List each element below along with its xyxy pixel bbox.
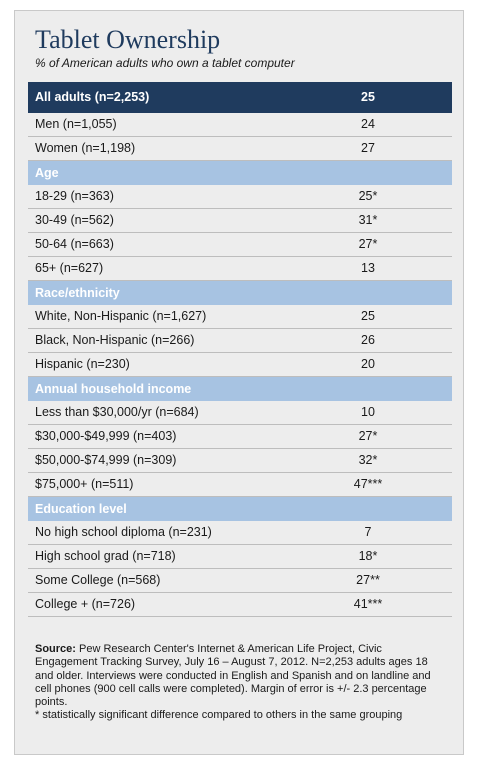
row-value: 13	[361, 261, 375, 275]
table-row: Men (n=1,055) 24	[28, 113, 452, 137]
row-value: 24	[361, 117, 375, 131]
section-header-label: Education level	[35, 502, 127, 516]
row-value: 31*	[358, 213, 378, 227]
row-label: All adults (n=2,253)	[35, 90, 150, 104]
row-value: 27**	[356, 573, 380, 587]
table-row: Black, Non-Hispanic (n=266) 26	[28, 329, 452, 353]
table-row: $30,000-$49,999 (n=403) 27*	[28, 425, 452, 449]
section-header-label: Annual household income	[35, 382, 192, 396]
source-label: Source:	[35, 643, 76, 655]
chart-title: Tablet Ownership	[35, 25, 221, 54]
row-value: 25*	[358, 189, 378, 203]
row-label: Women (n=1,198)	[35, 141, 136, 155]
row-value: 7	[364, 525, 372, 539]
row-label: Some College (n=568)	[35, 573, 161, 587]
row-value: 27	[361, 141, 375, 155]
table-row: Hispanic (n=230) 20	[28, 353, 452, 377]
row-value: 25	[361, 309, 375, 323]
row-label: 18-29 (n=363)	[35, 189, 114, 203]
row-label: Less than $30,000/yr (n=684)	[35, 405, 199, 419]
table-row: High school grad (n=718) 18*	[28, 545, 452, 569]
footnote: * statistically significant difference c…	[35, 709, 403, 722]
table-row: $50,000-$74,999 (n=309) 32*	[28, 449, 452, 473]
row-label: White, Non-Hispanic (n=1,627)	[35, 309, 207, 323]
section-header-row: Annual household income	[28, 377, 452, 401]
row-label: Black, Non-Hispanic (n=266)	[35, 333, 195, 347]
total-row: All adults (n=2,253) 25	[28, 82, 452, 113]
section-header-row: Education level	[28, 497, 452, 521]
row-value: 47***	[353, 477, 383, 491]
section-header-row: Age	[28, 161, 452, 185]
section-header-row: Race/ethnicity	[28, 281, 452, 305]
row-label: High school grad (n=718)	[35, 549, 176, 563]
row-label: 50-64 (n=663)	[35, 237, 114, 251]
row-value: 32*	[358, 453, 378, 467]
section-header-label: Age	[35, 166, 59, 180]
row-value: 41***	[353, 597, 383, 611]
table-row: 30-49 (n=562) 31*	[28, 209, 452, 233]
row-label: 65+ (n=627)	[35, 261, 104, 275]
table-row: Less than $30,000/yr (n=684) 10	[28, 401, 452, 425]
row-value: 27*	[358, 237, 378, 251]
row-value: 18*	[358, 549, 378, 563]
section-header-label: Race/ethnicity	[35, 286, 120, 300]
chart-card: Tablet Ownership % of American adults wh…	[14, 10, 464, 755]
row-label: $75,000+ (n=511)	[35, 477, 134, 491]
row-label: No high school diploma (n=231)	[35, 525, 212, 539]
chart-subtitle: % of American adults who own a tablet co…	[35, 56, 295, 70]
table-row: 50-64 (n=663) 27*	[28, 233, 452, 257]
ownership-table: All adults (n=2,253) 25 Men (n=1,055) 24 Wom…	[28, 82, 452, 617]
row-label: College + (n=726)	[35, 597, 136, 611]
row-label: $50,000-$74,999 (n=309)	[35, 453, 177, 467]
row-value: 25	[361, 90, 375, 104]
table-row: 18-29 (n=363) 25*	[28, 185, 452, 209]
table-row: No high school diploma (n=231) 7	[28, 521, 452, 545]
row-label: $30,000-$49,999 (n=403)	[35, 429, 177, 443]
table-row: College + (n=726) 41***	[28, 593, 452, 617]
row-value: 26	[361, 333, 375, 347]
row-value: 10	[361, 405, 375, 419]
table-row: White, Non-Hispanic (n=1,627) 25	[28, 305, 452, 329]
table-row: Women (n=1,198) 27	[28, 137, 452, 161]
source-note: Source: Pew Research Center's Internet &…	[35, 643, 447, 723]
row-value: 27*	[358, 429, 378, 443]
table-row: $75,000+ (n=511) 47***	[28, 473, 452, 497]
table-row: 65+ (n=627) 13	[28, 257, 452, 281]
source-text: Pew Research Center's Internet & America…	[35, 643, 431, 709]
table-row: Some College (n=568) 27**	[28, 569, 452, 593]
row-value: 20	[361, 357, 375, 371]
row-label: Men (n=1,055)	[35, 117, 117, 131]
row-label: Hispanic (n=230)	[35, 357, 130, 371]
row-label: 30-49 (n=562)	[35, 213, 114, 227]
